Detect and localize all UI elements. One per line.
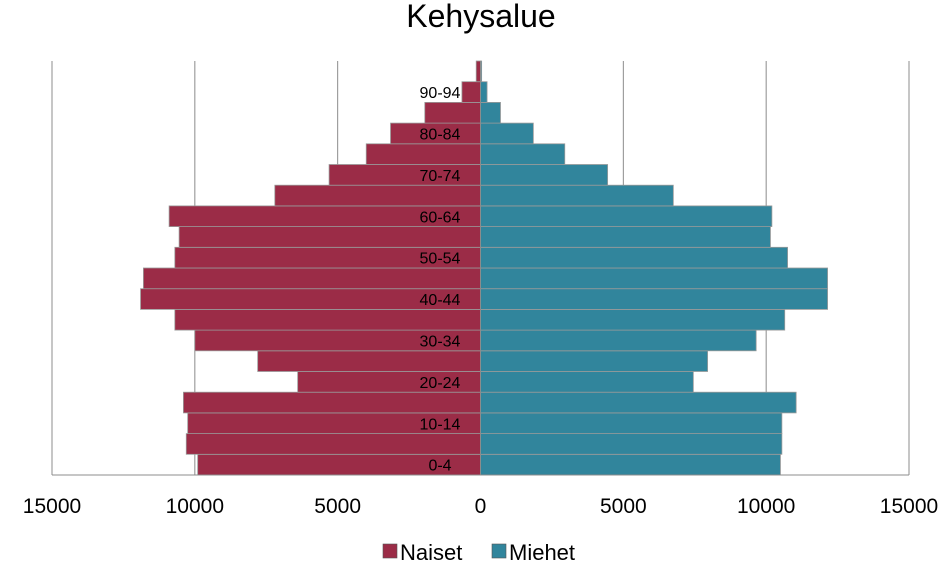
- bar-miehet-75-79: [480, 143, 566, 165]
- bar-miehet-10-14: [480, 412, 783, 434]
- bar-miehet-50-54: [480, 246, 788, 269]
- bars: [140, 60, 828, 476]
- legend-swatch-naiset: [382, 543, 398, 559]
- legend-label-miehet: Miehet: [509, 540, 575, 565]
- bar-miehet-30-34: [480, 329, 757, 352]
- category-label: 90-94: [420, 85, 461, 102]
- bar-miehet-35-39: [480, 308, 786, 331]
- bar-naiset-35-39: [174, 308, 481, 331]
- x-tick-label: 10000: [166, 495, 224, 518]
- legend: Naiset Miehet: [382, 540, 575, 565]
- category-label: 30-34: [420, 333, 461, 350]
- category-label: 0-4: [428, 458, 451, 475]
- bar-miehet-85-89: [480, 102, 501, 124]
- x-axis: 15000 10000 5000 0 5000 10000 15000: [23, 474, 938, 518]
- bar-naiset-25-29: [257, 350, 481, 372]
- x-tick-label: 0: [475, 495, 487, 518]
- x-tick-label: 10000: [737, 495, 795, 518]
- category-label: 60-64: [420, 209, 461, 226]
- chart-title: Kehysalue: [406, 0, 555, 34]
- bar-miehet-40-44: [480, 288, 828, 310]
- bar-miehet-15-19: [480, 391, 797, 414]
- x-tick-label: 15000: [23, 495, 81, 518]
- x-tick-label: 15000: [880, 495, 938, 518]
- bar-miehet-45-49: [480, 267, 828, 290]
- bar-naiset-15-19: [183, 391, 481, 414]
- bar-naiset-75-79: [365, 143, 481, 165]
- bar-miehet-80-84: [480, 122, 534, 145]
- legend-swatch-miehet: [491, 543, 507, 559]
- category-label: 10-14: [420, 416, 461, 433]
- bar-miehet-65-69: [480, 184, 674, 207]
- category-label: 80-84: [420, 126, 461, 143]
- category-label: 50-54: [420, 251, 461, 268]
- bar-naiset-65-69: [274, 184, 481, 207]
- bar-miehet-60-64: [480, 205, 773, 227]
- legend-label-naiset: Naiset: [400, 540, 462, 565]
- bar-naiset-85-89: [424, 102, 481, 124]
- category-label: 20-24: [420, 375, 461, 392]
- bar-miehet-55-59: [480, 226, 771, 248]
- category-labels: 0-4 10-14 20-24 30-34 40-44 50-54 60-64 70-74 80…: [420, 85, 461, 475]
- category-label: 40-44: [420, 292, 461, 309]
- x-tick-label: 5000: [314, 495, 361, 518]
- bar-miehet-5-9: [480, 433, 783, 455]
- bar-miehet-90-94: [480, 81, 488, 103]
- bar-naiset-55-59: [178, 226, 481, 248]
- category-label: 70-74: [420, 168, 461, 185]
- bar-miehet-25-29: [480, 350, 709, 372]
- bar-miehet-70-74: [480, 164, 609, 186]
- x-tick-label: 5000: [600, 495, 647, 518]
- bar-naiset-90-94: [461, 81, 481, 103]
- bar-naiset-5-9: [185, 433, 481, 455]
- bar-naiset-95-: [475, 60, 481, 83]
- bar-miehet-0-4: [480, 453, 781, 476]
- bar-naiset-45-49: [143, 267, 481, 290]
- bar-miehet-20-24: [480, 371, 694, 393]
